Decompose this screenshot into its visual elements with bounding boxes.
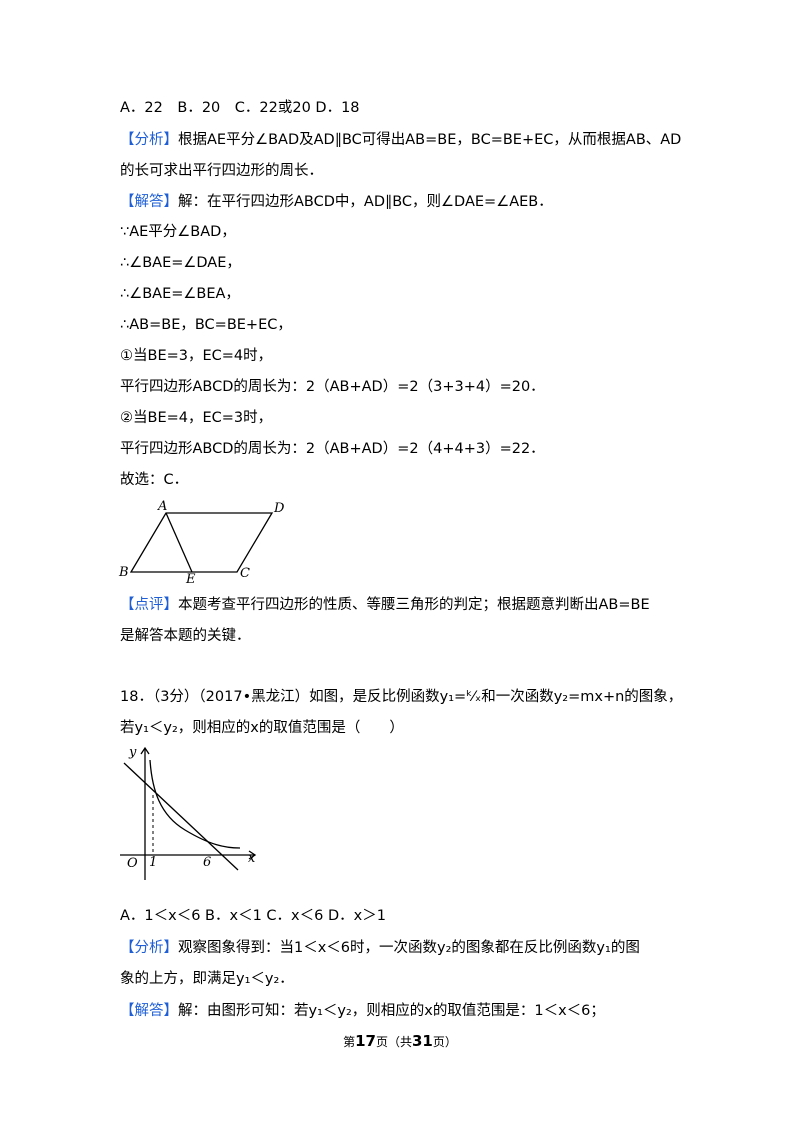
options: A．1＜x＜6 B．x＜1 C．x＜6 D．x＞1 bbox=[120, 908, 386, 924]
text: 第 bbox=[343, 1035, 356, 1049]
label: E bbox=[185, 572, 196, 587]
step: ∵AE平分∠BAD， bbox=[120, 224, 236, 240]
step: ②当BE=4，EC=3时， bbox=[120, 410, 273, 426]
label: D bbox=[273, 501, 285, 516]
options: A．22 B．20 C．22或20 D．18 bbox=[120, 100, 360, 116]
question: 若y₁＜y₂，则相应的x的取值范围是（ ） bbox=[120, 720, 404, 736]
step: ∴∠BAE=∠DAE， bbox=[120, 255, 241, 271]
label: x bbox=[248, 851, 256, 866]
analysis: 【分析】根据AE平分∠BAD及AD∥BC可得出AB=BE，BC=BE+EC，从而… bbox=[120, 130, 681, 150]
label: y bbox=[128, 745, 137, 760]
tag: 【解答】 bbox=[120, 1003, 178, 1019]
step: 故选：C． bbox=[120, 472, 189, 488]
answer: 【解答】解：由图形可知：若y₁＜y₂，则相应的x的取值范围是：1＜x＜6； bbox=[120, 1001, 605, 1021]
label: O bbox=[127, 856, 138, 871]
text: 页（共 bbox=[375, 1035, 412, 1049]
text: 根据AE平分∠BAD及AD∥BC可得出AB=BE，BC=BE+EC，从而根据AB… bbox=[178, 132, 682, 148]
step: ∴AB=BE，BC=BE+EC， bbox=[120, 317, 292, 333]
analysis: 【分析】观察图象得到：当1＜x＜6时，一次函数y₂的图象都在反比例函数y₁的图 bbox=[120, 938, 640, 958]
text: 本题考查平行四边形的性质、等腰三角形的判定；根据题意判断出AB=BE bbox=[178, 597, 650, 613]
text: 页） bbox=[432, 1035, 457, 1049]
label: C bbox=[240, 566, 250, 581]
text: 解：在平行四边形ABCD中，AD∥BC，则∠DAE=∠AEB． bbox=[178, 194, 553, 210]
label: A bbox=[157, 499, 167, 514]
tag: 【解答】 bbox=[120, 194, 178, 210]
step: ①当BE=3，EC=4时， bbox=[120, 348, 273, 364]
answer: 【解答】解：在平行四边形ABCD中，AD∥BC，则∠DAE=∠AEB． bbox=[120, 192, 553, 212]
question: 18．（3分）（2017•黑龙江）如图，是反比例函数y₁=ᵏ⁄ₓ和一次函数y₂=… bbox=[120, 689, 683, 705]
footer: 第17页（共31页） bbox=[0, 1032, 800, 1050]
page-number: 17 bbox=[355, 1032, 376, 1050]
label: B bbox=[118, 565, 129, 580]
tag: 【点评】 bbox=[120, 597, 178, 613]
text: 的长可求出平行四边形的周长． bbox=[120, 163, 323, 179]
label: 1 bbox=[149, 855, 157, 870]
text: 观察图象得到：当1＜x＜6时，一次函数y₂的图象都在反比例函数y₁的图 bbox=[178, 940, 640, 956]
text: 象的上方，即满足y₁＜y₂． bbox=[120, 971, 294, 987]
step: 平行四边形ABCD的周长为：2（AB+AD）=2（4+4+3）=22． bbox=[120, 441, 545, 457]
step: ∴∠BAE=∠BEA， bbox=[120, 286, 240, 302]
comment: 【点评】本题考查平行四边形的性质、等腰三角形的判定；根据题意判断出AB=BE bbox=[120, 595, 650, 615]
step: 平行四边形ABCD的周长为：2（AB+AD）=2（3+3+4）=20． bbox=[120, 379, 545, 395]
label: 6 bbox=[203, 855, 211, 870]
text: 是解答本题的关键． bbox=[120, 628, 251, 644]
text: 解：由图形可知：若y₁＜y₂，则相应的x的取值范围是：1＜x＜6； bbox=[178, 1003, 605, 1019]
tag: 【分析】 bbox=[120, 940, 178, 956]
page-total: 31 bbox=[412, 1032, 433, 1050]
tag: 【分析】 bbox=[120, 132, 178, 148]
